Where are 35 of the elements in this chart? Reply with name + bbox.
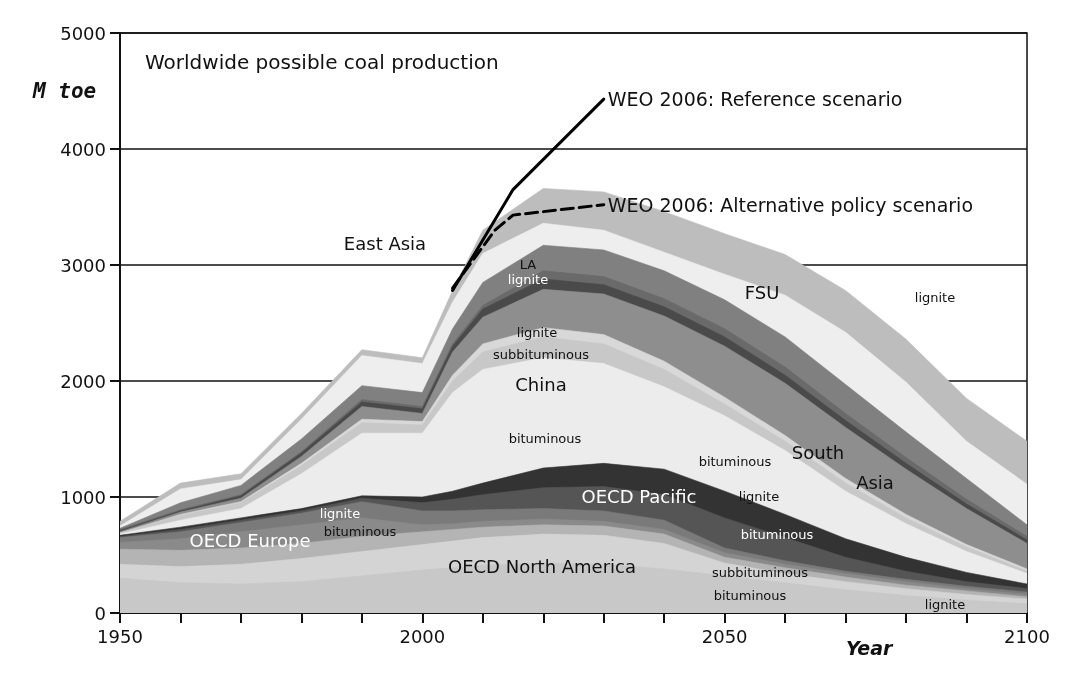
annotation: lignite xyxy=(516,324,558,340)
series-label: WEO 2006: Reference scenario xyxy=(607,88,903,111)
annotation: bituminous xyxy=(740,526,814,542)
y-axis-title: M toe xyxy=(32,78,97,103)
annotation: FSU xyxy=(744,281,780,303)
annotation: China xyxy=(515,373,567,395)
annotation: subbituminous xyxy=(712,564,809,580)
annotation: lignite xyxy=(319,505,361,521)
text: Worldwide possible coal production xyxy=(145,50,499,74)
x-tick-label: 2000 xyxy=(399,625,446,647)
x-tick-label: 2050 xyxy=(701,625,748,647)
y-tick-label: 0 xyxy=(94,602,106,624)
annotation: OECD Pacific xyxy=(581,485,697,507)
y-tick-label: 5000 xyxy=(60,22,106,44)
series-label: WEO 2006: Alternative policy scenario xyxy=(607,193,974,216)
annotation: lignite xyxy=(924,596,966,612)
annotation: subbituminous xyxy=(493,346,590,362)
x-tick-label: 2100 xyxy=(1004,625,1050,647)
annotation: bituminous xyxy=(713,587,787,603)
annotation: East Asia xyxy=(343,232,427,254)
x-tick-label: 1950 xyxy=(97,625,143,647)
annotation: bituminous xyxy=(698,453,772,469)
annotation: OECD North America xyxy=(447,555,637,577)
annotation: bituminous xyxy=(508,430,582,446)
annotation: lignite xyxy=(507,271,549,287)
annotation: bituminous xyxy=(323,523,397,539)
y-tick-label: 3000 xyxy=(60,254,106,276)
y-tick-label: 4000 xyxy=(60,138,106,160)
annotation: OECD Europe xyxy=(189,529,311,551)
annotation: Asia xyxy=(856,471,894,493)
y-tick-label: 1000 xyxy=(60,486,106,508)
annotation: LA xyxy=(519,256,537,272)
x-axis-title: Year xyxy=(846,636,895,659)
annotation: lignite xyxy=(914,289,956,305)
y-tick-label: 2000 xyxy=(60,370,106,392)
